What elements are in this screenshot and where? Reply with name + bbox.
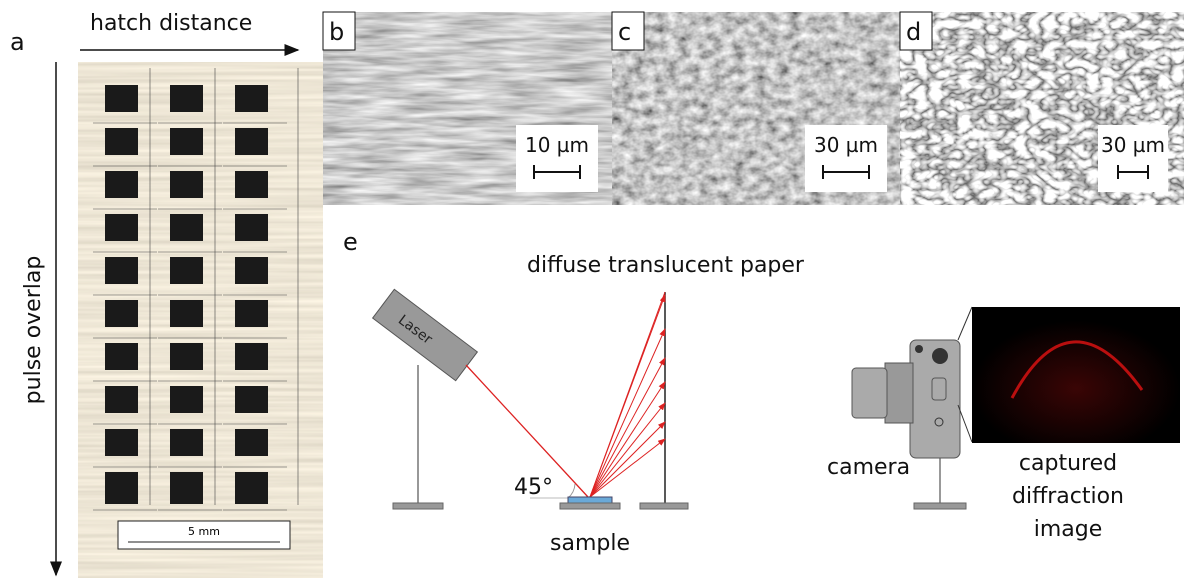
laser-field bbox=[170, 257, 203, 284]
laser-field bbox=[235, 257, 268, 284]
scale-bar-label: 5 mm bbox=[188, 525, 220, 538]
laser-field bbox=[170, 128, 203, 155]
paper-label: diffuse translucent paper bbox=[527, 253, 805, 278]
laser-field bbox=[170, 343, 203, 370]
angle-arc bbox=[568, 484, 575, 498]
laser-field bbox=[170, 171, 203, 198]
laser-field bbox=[170, 300, 203, 327]
sample bbox=[568, 497, 612, 503]
sample-label: sample bbox=[550, 531, 630, 556]
scale-bar-label: 30 µm bbox=[814, 133, 878, 157]
ray bbox=[590, 403, 665, 497]
scale-bar-label: 30 µm bbox=[1101, 133, 1165, 157]
panel-label: d bbox=[906, 18, 921, 46]
laser-field bbox=[105, 214, 138, 241]
stand-base bbox=[393, 503, 443, 509]
image-caption: captured diffraction image bbox=[1012, 451, 1124, 542]
ray bbox=[590, 382, 665, 497]
laser: Laser bbox=[373, 289, 478, 380]
panel-label: b bbox=[329, 18, 344, 46]
laser-field bbox=[235, 386, 268, 413]
laser-field bbox=[105, 257, 138, 284]
laser-field bbox=[235, 171, 268, 198]
laser-field bbox=[235, 472, 268, 504]
laser-field bbox=[170, 214, 203, 241]
stand-base bbox=[640, 503, 688, 509]
laser-field bbox=[235, 343, 268, 370]
laser-field bbox=[105, 128, 138, 155]
laser-field bbox=[170, 85, 203, 112]
figure: a hatch distance pulse overlap 5 mm b 10 … bbox=[0, 0, 1184, 578]
diffracted-rays bbox=[590, 292, 665, 497]
camera-label: camera bbox=[827, 455, 910, 480]
laser-field bbox=[235, 128, 268, 155]
laser-field bbox=[170, 472, 203, 504]
caption-line: diffraction bbox=[1012, 484, 1124, 509]
caption-line: image bbox=[1034, 517, 1103, 542]
laser-field bbox=[170, 386, 203, 413]
caption-line: captured bbox=[1019, 451, 1117, 476]
panel-label: a bbox=[10, 28, 25, 56]
laser-field bbox=[235, 214, 268, 241]
laser-field bbox=[105, 386, 138, 413]
panel-label: c bbox=[618, 18, 631, 46]
laser-field bbox=[105, 85, 138, 112]
laser-field bbox=[170, 429, 203, 456]
ray bbox=[590, 422, 665, 497]
axis-label: pulse overlap bbox=[21, 256, 46, 405]
laser-field bbox=[235, 300, 268, 327]
stand-base bbox=[560, 503, 620, 509]
laser-field bbox=[105, 343, 138, 370]
laser-field bbox=[235, 429, 268, 456]
laser-field bbox=[105, 300, 138, 327]
panel-label: e bbox=[343, 228, 358, 256]
scale-bar-label: 10 µm bbox=[525, 133, 589, 157]
laser-field bbox=[105, 472, 138, 504]
axis-label: hatch distance bbox=[90, 11, 252, 36]
laser-field bbox=[105, 171, 138, 198]
ray bbox=[590, 329, 665, 497]
laser-field bbox=[235, 85, 268, 112]
ray bbox=[590, 358, 665, 497]
diffraction-image bbox=[972, 307, 1180, 443]
ray bbox=[590, 292, 665, 497]
angle-label: 45° bbox=[514, 475, 553, 500]
laser-field bbox=[105, 429, 138, 456]
